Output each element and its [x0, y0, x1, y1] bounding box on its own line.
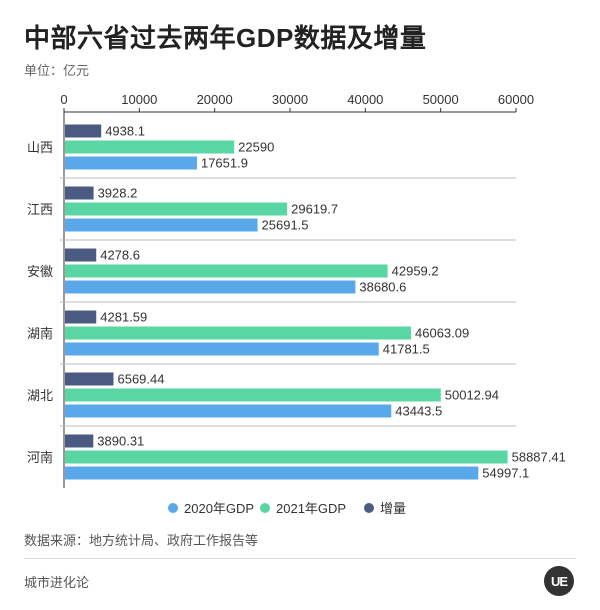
- bar: [65, 124, 102, 138]
- bar: [65, 450, 508, 464]
- legend-label: 增量: [380, 501, 406, 516]
- bar-chart: 0 10000 20000 30000 40000 50000 60000 山西 4938.1 2…: [27, 92, 566, 516]
- bar: [65, 280, 356, 294]
- bar: [65, 156, 197, 170]
- x-tick-label: 60000: [498, 92, 534, 107]
- bar-value-label: 29619.7: [291, 202, 338, 217]
- bar-value-label: 41781.5: [383, 342, 430, 357]
- bar-value-label: 38680.6: [359, 280, 406, 295]
- bar: [65, 342, 379, 356]
- bar: [65, 372, 114, 386]
- bar-value-label: 6569.44: [117, 372, 164, 387]
- bar-value-label: 50012.94: [445, 388, 499, 403]
- bar: [65, 404, 392, 418]
- bar: [65, 202, 288, 216]
- bar-value-label: 58887.41: [512, 450, 566, 465]
- x-tick-label: 10000: [121, 92, 157, 107]
- category-label: 河南: [27, 450, 53, 465]
- legend-swatch: [260, 503, 270, 513]
- legend-swatch: [364, 503, 374, 513]
- bar-value-label: 3890.31: [97, 434, 144, 449]
- bar: [65, 218, 258, 232]
- bar: [65, 326, 412, 340]
- category-label: 山西: [27, 140, 53, 155]
- bar-value-label: 25691.5: [262, 218, 309, 233]
- brand-logo: UE: [544, 566, 574, 596]
- bar-value-label: 3928.2: [98, 186, 138, 201]
- bar-value-label: 4278.6: [100, 248, 140, 263]
- bar-value-label: 17651.9: [201, 156, 248, 171]
- brand-name: 城市进化论: [24, 575, 90, 590]
- bar-value-label: 46063.09: [415, 326, 469, 341]
- bar-value-label: 42959.2: [392, 264, 439, 279]
- legend-label: 2021年GDP: [276, 501, 346, 516]
- unit-label: 单位：亿元: [24, 63, 90, 78]
- chart-title: 中部六省过去两年GDP数据及增量: [24, 23, 427, 53]
- legend-swatch: [168, 503, 178, 513]
- legend-label: 2020年GDP: [184, 501, 254, 516]
- bar: [65, 466, 479, 480]
- bar-value-label: 43443.5: [395, 404, 442, 419]
- bar: [65, 140, 235, 154]
- data-source: 数据来源：地方统计局、政府工作报告等: [24, 533, 259, 548]
- bar-value-label: 22590: [238, 140, 274, 155]
- category-label: 湖北: [27, 388, 53, 403]
- bar: [65, 434, 94, 448]
- x-tick-label: 30000: [272, 92, 308, 107]
- x-tick-label: 50000: [423, 92, 459, 107]
- bar: [65, 186, 94, 200]
- bar: [65, 248, 97, 262]
- footer-divider: [24, 558, 576, 559]
- bar: [65, 264, 388, 278]
- category-label: 安徽: [27, 264, 53, 279]
- x-tick-label: 0: [60, 92, 67, 107]
- category-label: 江西: [27, 202, 53, 217]
- x-tick-label: 40000: [347, 92, 383, 107]
- bar: [65, 310, 97, 324]
- bar-value-label: 4938.1: [105, 124, 145, 139]
- bar: [65, 388, 441, 402]
- x-tick-label: 20000: [197, 92, 233, 107]
- bar-value-label: 4281.59: [100, 310, 147, 325]
- bar-value-label: 54997.1: [482, 466, 529, 481]
- category-label: 湖南: [27, 326, 53, 341]
